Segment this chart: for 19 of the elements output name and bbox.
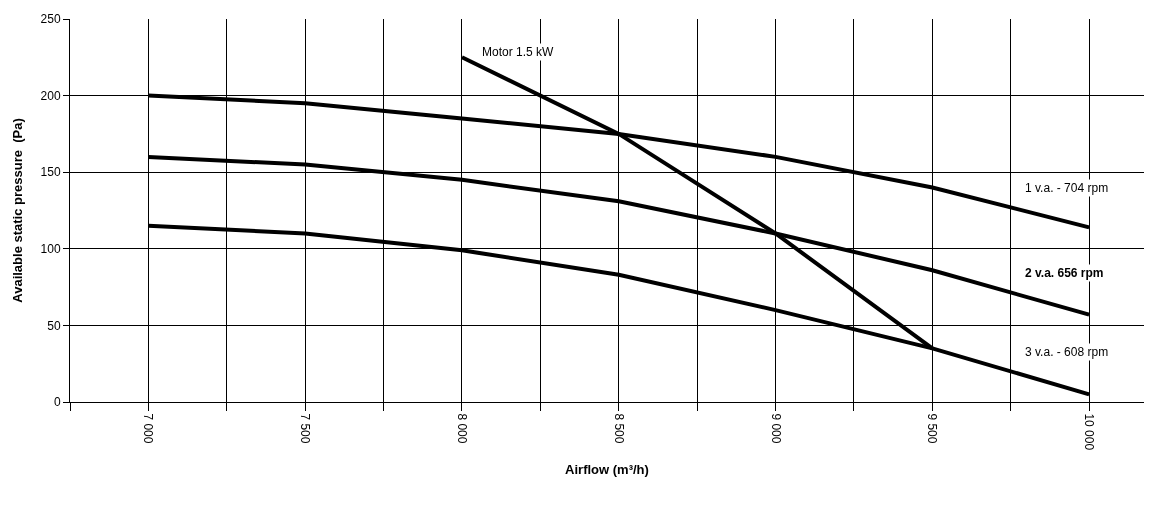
y-tick-label: 0: [53, 395, 61, 410]
series-label: 3 v.a. - 608 rpm: [1025, 345, 1109, 359]
x-tick-label: 8 000: [455, 413, 470, 444]
x-tick-label: 9 000: [768, 413, 783, 444]
x-axis-title: Airflow (m³/h): [565, 462, 649, 478]
x-tick-label: 7 000: [141, 413, 156, 444]
y-tick-label: 250: [40, 12, 61, 27]
y-tick-label: 150: [40, 165, 61, 180]
y-axis-title: Available static pressure (Pa): [9, 118, 25, 303]
y-tick-label: 200: [40, 88, 61, 103]
y-tick-label: 50: [47, 318, 61, 333]
series-label: 2 v.a. 656 rpm: [1025, 266, 1104, 280]
x-tick-label: 8 500: [611, 413, 626, 444]
y-tick-label: 100: [40, 242, 61, 256]
series-label: 1 v.a. - 704 rpm: [1025, 181, 1109, 195]
x-tick-label: 7 500: [298, 413, 313, 444]
x-tick-label: 10 000: [1082, 413, 1097, 451]
series-label: Motor 1.5 kW: [482, 45, 555, 59]
x-tick-label: 9 500: [925, 413, 940, 444]
